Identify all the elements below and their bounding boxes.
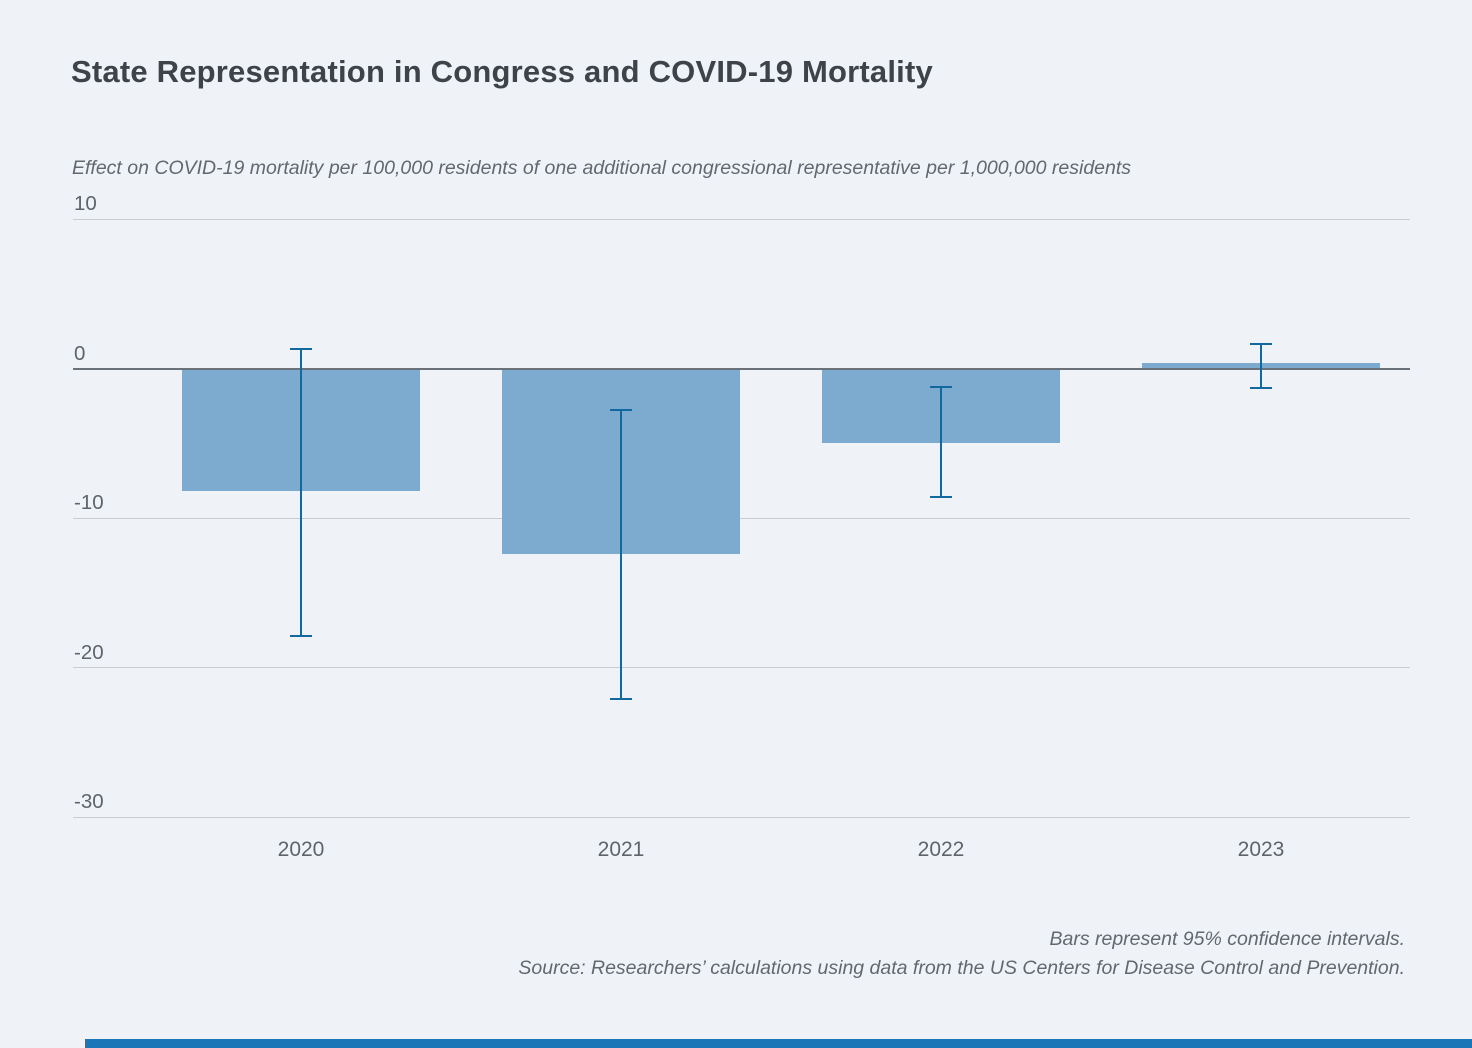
error-bar-2021 [620,408,622,699]
error-bar-2020-lower-cap [290,635,312,638]
error-bar-2020-upper-cap [290,347,312,350]
confidence-note: Bars represent 95% confidence intervals. [1049,928,1405,950]
chart-subtitle: Effect on COVID-19 mortality per 100,000… [72,157,1132,179]
error-bar-2023-lower-cap [1250,386,1272,389]
error-bar-2023 [1260,343,1262,388]
error-bar-2021-upper-cap [610,408,632,411]
x-tick-label-2021: 2021 [597,838,645,861]
error-bar-2021-lower-cap [610,697,632,700]
x-tick-label-2020: 2020 [277,838,325,861]
y-tick-label--30: -30 [74,790,104,813]
source-note: Source: Researchers’ calculations using … [518,957,1405,979]
error-bar-2020 [300,347,302,637]
gridline--20 [73,667,1410,668]
gridline--30 [73,816,1410,818]
error-bar-2022-upper-cap [930,386,952,389]
gridline-10 [73,218,1410,220]
x-tick-label-2022: 2022 [917,838,965,861]
y-tick-label-10: 10 [74,192,97,215]
error-bar-2022-lower-cap [930,496,952,499]
y-tick-label--20: -20 [74,640,104,664]
x-tick-label-2023: 2023 [1237,838,1285,861]
chart-footnotes: Bars represent 95% confidence intervals.… [205,925,1405,983]
y-tick-label--10: -10 [74,491,104,514]
error-bar-2022 [940,386,942,498]
zero-axis-line [73,367,1410,370]
error-bar-2023-upper-cap [1250,343,1272,346]
footer-accent-band [85,1039,1472,1048]
y-tick-label-0: 0 [74,341,86,365]
chart-title: State Representation in Congress and COV… [71,54,933,89]
gridline--10 [73,517,1410,519]
plot-area: 10 0 -10 -20 -30 2020 2021 2022 2023 [73,192,1410,879]
